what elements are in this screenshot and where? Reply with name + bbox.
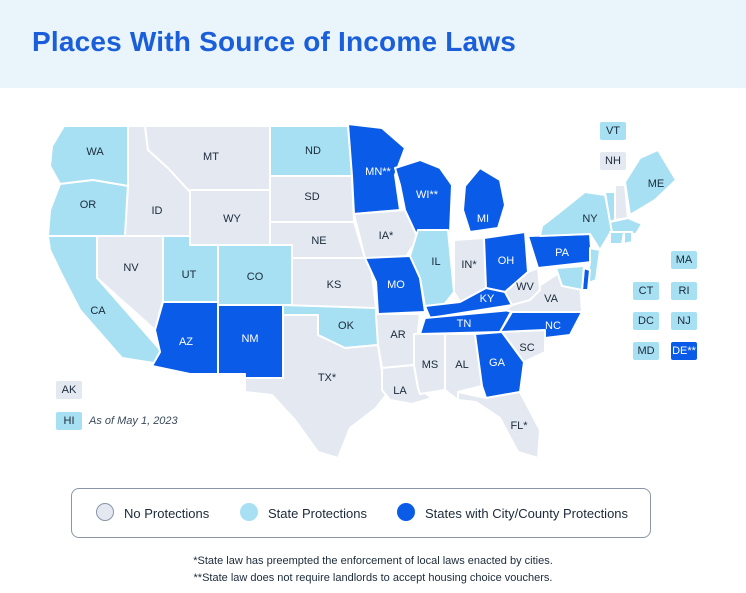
state-MA-map[interactable] bbox=[609, 217, 643, 235]
callout-CT[interactable]: CT bbox=[633, 282, 659, 300]
label-MT: MT bbox=[203, 151, 219, 163]
legend-label-state: State Protections bbox=[268, 506, 367, 521]
header-banner: Places With Source of Income Laws bbox=[0, 0, 746, 88]
state-MD-map[interactable] bbox=[555, 265, 585, 291]
label-OR: OR bbox=[80, 199, 97, 211]
label-MS: MS bbox=[422, 359, 439, 371]
label-WA: WA bbox=[86, 146, 104, 158]
legend-swatch-city bbox=[397, 503, 415, 521]
state-TX[interactable] bbox=[244, 314, 391, 459]
label-OK: OK bbox=[338, 320, 355, 332]
callout-DE[interactable]: DE** bbox=[671, 342, 697, 360]
label-GA: GA bbox=[489, 357, 506, 369]
label-AL: AL bbox=[455, 359, 468, 371]
label-KY: KY bbox=[480, 293, 495, 305]
label-AR: AR bbox=[390, 329, 405, 341]
state-WI[interactable] bbox=[394, 159, 453, 239]
label-ND: ND bbox=[305, 145, 321, 157]
callout-NJ[interactable]: NJ bbox=[671, 312, 697, 330]
state-FL[interactable] bbox=[457, 391, 541, 459]
label-MN: MN** bbox=[365, 166, 391, 178]
state-RI-map[interactable] bbox=[623, 231, 633, 245]
legend-label-none: No Protections bbox=[124, 506, 210, 521]
label-PA: PA bbox=[555, 247, 570, 259]
state-CT-map[interactable] bbox=[609, 231, 625, 245]
label-SC: SC bbox=[519, 342, 534, 354]
label-IA: IA* bbox=[379, 230, 394, 242]
label-MI: MI bbox=[477, 213, 489, 225]
label-NC: NC bbox=[545, 320, 561, 332]
callout-RI[interactable]: RI bbox=[671, 282, 697, 300]
label-NE: NE bbox=[311, 235, 326, 247]
label-WV: WV bbox=[516, 281, 534, 293]
label-VA: VA bbox=[544, 293, 559, 305]
callout-AK[interactable]: AK bbox=[56, 381, 82, 399]
state-ME[interactable] bbox=[624, 149, 677, 216]
state-WV[interactable] bbox=[504, 267, 541, 306]
label-LA: LA bbox=[393, 385, 407, 397]
label-NY: NY bbox=[582, 213, 598, 225]
callout-HI[interactable]: HI bbox=[56, 412, 82, 430]
us-map: WA OR CA NV ID MT WY UT CO AZ NM ND SD N… bbox=[47, 123, 677, 459]
state-labels: WA OR CA NV ID MT WY UT CO AZ NM ND SD N… bbox=[80, 145, 665, 432]
legend-swatch-none bbox=[96, 503, 114, 521]
label-WI: WI** bbox=[416, 189, 439, 201]
page-title: Places With Source of Income Laws bbox=[32, 26, 517, 57]
label-ME: ME bbox=[648, 178, 665, 190]
label-OH: OH bbox=[498, 255, 515, 267]
callout-MA[interactable]: MA bbox=[671, 251, 697, 269]
legend-swatch-state bbox=[240, 503, 258, 521]
callout-MD[interactable]: MD bbox=[633, 342, 659, 360]
label-SD: SD bbox=[304, 191, 319, 203]
label-NM: NM bbox=[241, 333, 258, 345]
callout-DC[interactable]: DC bbox=[633, 312, 659, 330]
label-CA: CA bbox=[90, 305, 106, 317]
label-KS: KS bbox=[327, 279, 342, 291]
label-MO: MO bbox=[387, 279, 405, 291]
label-IL: IL bbox=[431, 256, 440, 268]
as-of-date: As of May 1, 2023 bbox=[89, 415, 178, 427]
label-NV: NV bbox=[123, 262, 139, 274]
callout-NH[interactable]: NH bbox=[600, 152, 626, 170]
callout-VT[interactable]: VT bbox=[600, 122, 626, 140]
label-TN: TN bbox=[457, 318, 472, 330]
label-ID: ID bbox=[152, 205, 163, 217]
label-FL: FL* bbox=[510, 420, 528, 432]
footnote-vouchers: **State law does not require landlords t… bbox=[193, 572, 553, 584]
label-IN: IN* bbox=[461, 259, 477, 271]
label-UT: UT bbox=[182, 269, 197, 281]
state-MI[interactable] bbox=[462, 167, 506, 233]
label-TX: TX* bbox=[318, 372, 337, 384]
label-AZ: AZ bbox=[179, 336, 193, 348]
legend-label-city: States with City/County Protections bbox=[425, 506, 629, 521]
state-MN[interactable] bbox=[347, 123, 406, 215]
label-WY: WY bbox=[223, 213, 241, 225]
label-CO: CO bbox=[247, 271, 264, 283]
footnote-preempted: *State law has preempted the enforcement… bbox=[193, 555, 553, 567]
legend: No Protections State Protections States … bbox=[71, 488, 651, 538]
